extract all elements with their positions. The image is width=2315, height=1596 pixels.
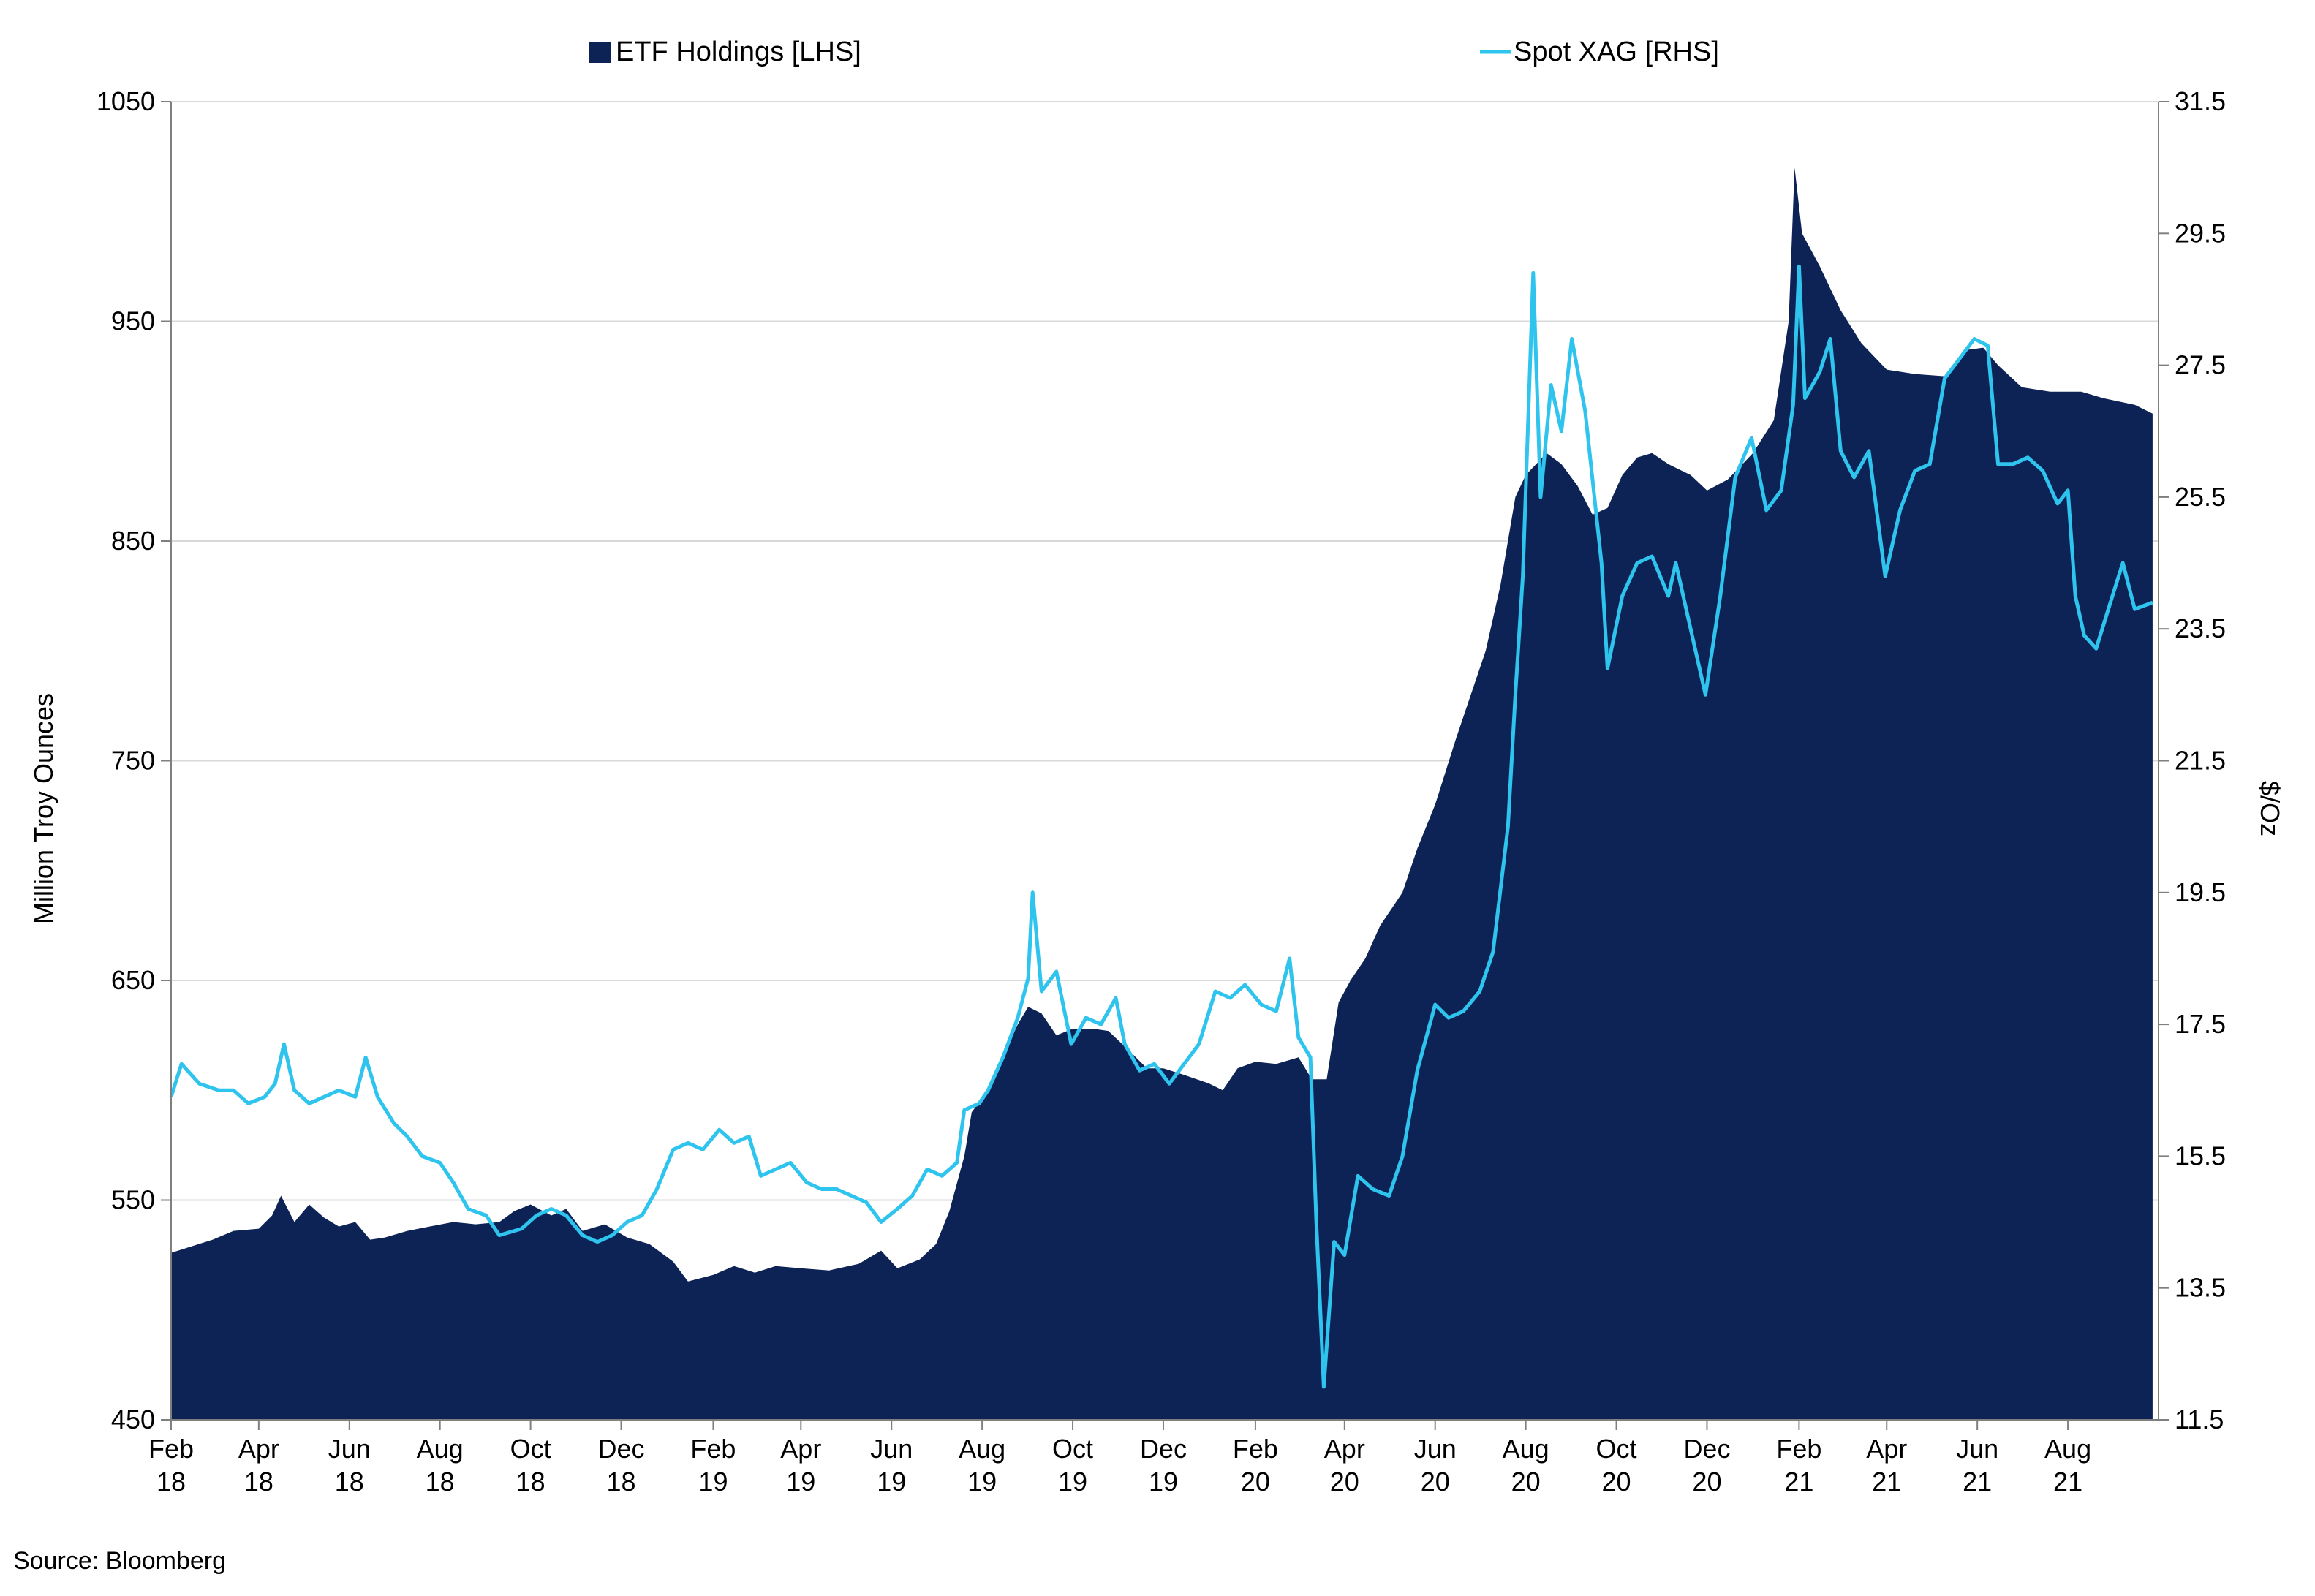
y-left-tick-label-2: 650 (111, 965, 155, 995)
y-right-axis-title: $/Oz (2255, 781, 2285, 836)
x-tick-label-month-20: Jun (1956, 1434, 1998, 1464)
etf-holdings-area (171, 167, 2153, 1421)
x-tick-label-month-8: Jun (870, 1434, 913, 1464)
y-left-tick-label-5: 950 (111, 306, 155, 336)
x-tick-label-month-5: Dec (597, 1434, 644, 1464)
x-tick-label-month-0: Feb (148, 1434, 194, 1464)
x-tick-label-year-13: 20 (1330, 1467, 1359, 1497)
legend: ETF Holdings [LHS] Spot XAG [RHS] (589, 37, 1719, 67)
x-tick-label-month-21: Aug (2044, 1434, 2091, 1464)
x-tick-label-year-8: 19 (877, 1467, 906, 1497)
x-tick-label-month-18: Feb (1776, 1434, 1821, 1464)
y-right-tick-label-3: 17.5 (2175, 1009, 2226, 1039)
x-tick-label-year-18: 21 (1784, 1467, 1813, 1497)
legend-swatch-etf (589, 42, 611, 63)
y-left-tick-label-3: 750 (111, 746, 155, 776)
y-left-tick-label-4: 850 (111, 526, 155, 556)
y-left-tick-label-0: 450 (111, 1404, 155, 1434)
x-tick-label-year-4: 18 (516, 1467, 545, 1497)
x-tick-labels: Feb18Apr18Jun18Aug18Oct18Dec18Feb19Apr19… (148, 1420, 2091, 1497)
y-left-axis-title: Million Troy Ounces (29, 693, 58, 924)
y-right-tick-label-0: 11.5 (2175, 1404, 2224, 1434)
x-tick-label-month-17: Dec (1683, 1434, 1730, 1464)
y-right-tick-label-2: 15.5 (2175, 1141, 2226, 1170)
x-tick-label-month-12: Feb (1233, 1434, 1278, 1464)
x-tick-label-year-19: 21 (1872, 1467, 1901, 1497)
x-tick-label-month-15: Aug (1503, 1434, 1549, 1464)
x-tick-label-month-7: Apr (780, 1434, 821, 1464)
x-tick-label-year-3: 18 (426, 1467, 455, 1497)
legend-label-etf: ETF Holdings [LHS] (616, 37, 861, 67)
x-tick-label-year-14: 20 (1421, 1467, 1450, 1497)
x-tick-label-year-5: 18 (606, 1467, 635, 1497)
y-right-tick-label-8: 27.5 (2175, 350, 2226, 380)
x-tick-label-month-6: Feb (690, 1434, 736, 1464)
y-right-tick-label-5: 21.5 (2175, 746, 2226, 776)
x-tick-label-year-9: 19 (967, 1467, 997, 1497)
x-tick-label-year-16: 20 (1602, 1467, 1631, 1497)
x-tick-label-month-2: Jun (328, 1434, 371, 1464)
y-right-tick-label-4: 19.5 (2175, 877, 2226, 907)
x-tick-label-year-17: 20 (1692, 1467, 1721, 1497)
x-tick-label-month-9: Aug (959, 1434, 1005, 1464)
x-tick-label-month-14: Jun (1414, 1434, 1457, 1464)
x-tick-label-month-11: Dec (1140, 1434, 1187, 1464)
x-tick-label-month-1: Apr (238, 1434, 279, 1464)
y-right-tick-label-10: 31.5 (2175, 86, 2226, 116)
x-tick-label-month-16: Oct (1596, 1434, 1637, 1464)
x-tick-label-month-10: Oct (1052, 1434, 1093, 1464)
x-tick-label-month-3: Aug (417, 1434, 464, 1464)
x-tick-label-year-10: 19 (1058, 1467, 1087, 1497)
x-tick-label-year-15: 20 (1511, 1467, 1541, 1497)
y-right-tick-labels: 11.5 13.5 15.5 17.5 19.5 21.5 23.5 25.5 27.5 29.5… (2159, 86, 2226, 1434)
x-tick-label-year-21: 21 (2053, 1467, 2082, 1497)
y-right-tick-label-9: 29.5 (2175, 218, 2226, 248)
y-left-tick-label-1: 550 (111, 1185, 155, 1215)
x-tick-label-year-2: 18 (335, 1467, 364, 1497)
x-tick-label-month-4: Oct (510, 1434, 551, 1464)
source-note: Source: Bloomberg (13, 1547, 226, 1575)
spot-xag-line (169, 264, 2153, 1389)
gridlines (171, 101, 2159, 1421)
x-tick-label-year-0: 18 (156, 1467, 186, 1497)
y-right-tick-label-1: 13.5 (2175, 1273, 2226, 1303)
x-tick-label-year-6: 19 (698, 1467, 728, 1497)
x-tick-label-year-20: 21 (1963, 1467, 1992, 1497)
y-right-tick-label-7: 25.5 (2175, 482, 2226, 512)
x-tick-label-year-12: 20 (1241, 1467, 1270, 1497)
y-left-tick-labels: 450 550 650 750 850 950 1050 (97, 86, 171, 1434)
x-tick-label-year-11: 19 (1149, 1467, 1178, 1497)
x-tick-label-year-7: 19 (786, 1467, 815, 1497)
x-tick-label-month-13: Apr (1324, 1434, 1365, 1464)
y-right-tick-label-6: 23.5 (2175, 613, 2226, 643)
legend-label-xag: Spot XAG [RHS] (1514, 37, 1719, 67)
x-tick-label-year-1: 18 (244, 1467, 273, 1497)
y-left-tick-label-6: 1050 (97, 86, 155, 116)
x-tick-label-month-19: Apr (1866, 1434, 1907, 1464)
